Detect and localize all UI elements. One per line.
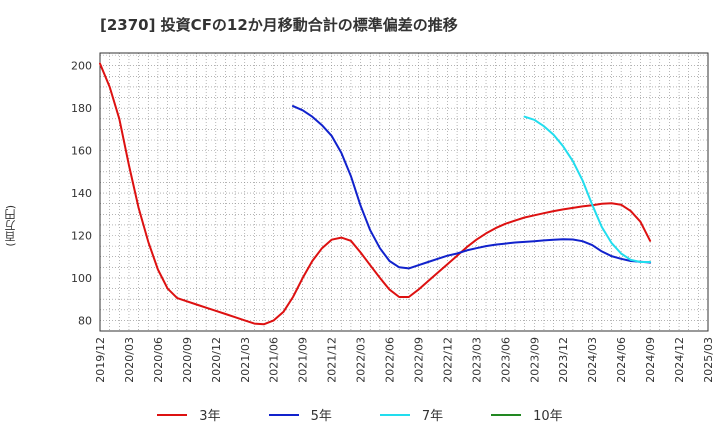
legend-label: 10年 [533, 409, 563, 424]
y-tick-label: 200 [71, 60, 92, 73]
x-tick-label: 2022/12 [441, 337, 454, 383]
x-tick-label: 2024/09 [644, 337, 657, 383]
legend-item: 5年 [268, 405, 332, 424]
x-tick-label: 2022/03 [355, 337, 368, 383]
x-tick-label: 2022/06 [384, 337, 397, 383]
legend-swatch [491, 413, 522, 416]
x-tick-label: 2023/03 [470, 337, 483, 383]
x-tick-label: 2024/12 [673, 337, 686, 383]
series-line-5年 [292, 105, 652, 270]
x-tick-label: 2025/03 [702, 337, 715, 383]
legend-label: 5年 [310, 409, 332, 424]
series-layer [99, 62, 652, 326]
series-line-7年 [523, 115, 652, 263]
y-tick-label: 120 [71, 230, 92, 243]
grid [100, 53, 708, 331]
x-tick-label: 2020/12 [210, 337, 223, 383]
legend-item: 3年 [157, 405, 221, 424]
x-tick-label: 2021/09 [297, 337, 310, 383]
y-tick-label: 140 [71, 187, 92, 200]
y-tick-label: 180 [71, 102, 92, 115]
x-tick-label: 2021/06 [268, 337, 281, 383]
x-tick-label: 2023/09 [528, 337, 541, 383]
plot-frame [99, 52, 709, 332]
x-tick-label: 2023/06 [499, 337, 512, 383]
y-tick-label: 100 [71, 272, 92, 285]
y-tick-labels: 80 100 120 140 160 180 200 [71, 60, 92, 328]
legend-swatch [379, 413, 410, 416]
x-tick-label: 2019/12 [94, 337, 107, 383]
x-tick-label: 2020/03 [123, 337, 136, 383]
legend-label: 7年 [421, 409, 444, 424]
x-tick-label: 2024/06 [615, 337, 628, 383]
legend-swatch [157, 413, 188, 416]
x-tick-labels: 2019/12 2020/03 2020/06 2020/09 2020/12 2021/… [94, 337, 715, 383]
x-tick-label: 2021/03 [239, 337, 252, 383]
y-tick-label: 80 [78, 314, 92, 327]
x-tick-label: 2020/06 [152, 337, 165, 383]
chart-title: [2370] 投資CFの12か月移動合計の標準偏差の推移 [100, 16, 458, 34]
x-tick-label: 2020/09 [181, 337, 194, 383]
legend-item: 10年 [491, 405, 563, 424]
x-tick-label: 2024/03 [586, 337, 599, 383]
series-line-3年 [99, 62, 652, 326]
legend-item: 7年 [379, 405, 444, 424]
x-tick-label: 2021/12 [326, 337, 339, 383]
legend-label: 3年 [199, 409, 221, 424]
y-tick-label: 160 [71, 145, 92, 158]
legend: 3年 5年 7年 10年 [0, 405, 720, 424]
x-tick-label: 2022/09 [412, 337, 425, 383]
x-tick-label: 2023/12 [557, 337, 570, 383]
legend-swatch [268, 413, 299, 416]
